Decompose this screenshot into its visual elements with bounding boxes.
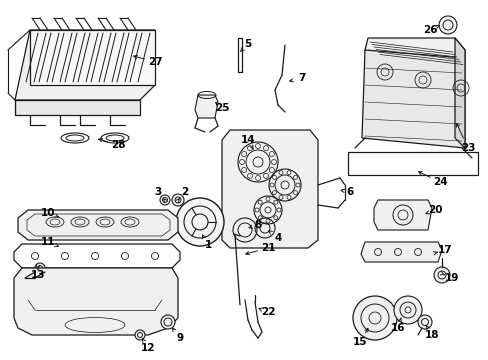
Text: 19: 19 (444, 273, 458, 283)
Text: 13: 13 (31, 270, 45, 280)
Circle shape (393, 296, 421, 324)
Circle shape (160, 195, 170, 205)
Text: 14: 14 (240, 135, 255, 145)
Text: 25: 25 (214, 103, 229, 113)
Polygon shape (15, 100, 140, 115)
Text: 20: 20 (427, 205, 441, 215)
Text: 17: 17 (437, 245, 451, 255)
Text: 26: 26 (422, 25, 436, 35)
Polygon shape (14, 268, 178, 335)
Polygon shape (195, 95, 218, 118)
Polygon shape (373, 200, 431, 230)
Text: 3: 3 (154, 187, 162, 197)
Text: 7: 7 (298, 73, 305, 83)
Text: 9: 9 (176, 333, 183, 343)
Circle shape (433, 267, 449, 283)
Polygon shape (30, 30, 155, 85)
Text: 11: 11 (41, 237, 55, 247)
Text: 18: 18 (424, 330, 438, 340)
Circle shape (176, 198, 224, 246)
Polygon shape (454, 38, 464, 148)
Text: 27: 27 (147, 57, 162, 67)
Text: 4: 4 (274, 233, 281, 243)
Circle shape (172, 194, 183, 206)
Polygon shape (15, 30, 155, 100)
Polygon shape (222, 130, 317, 248)
Text: 21: 21 (260, 243, 275, 253)
Text: 2: 2 (181, 187, 188, 197)
Text: 12: 12 (141, 343, 155, 353)
Text: 6: 6 (346, 187, 353, 197)
Polygon shape (364, 38, 464, 58)
Text: 5: 5 (244, 39, 251, 49)
Circle shape (438, 16, 456, 34)
Text: 16: 16 (390, 323, 405, 333)
Text: 8: 8 (254, 220, 261, 230)
Polygon shape (18, 210, 178, 240)
Circle shape (352, 296, 396, 340)
Text: 22: 22 (260, 307, 275, 317)
Text: 1: 1 (204, 240, 211, 250)
Text: 24: 24 (432, 177, 447, 187)
Text: 15: 15 (352, 337, 366, 347)
Polygon shape (361, 50, 464, 148)
Circle shape (161, 315, 175, 329)
Circle shape (35, 263, 45, 273)
Text: 28: 28 (110, 140, 125, 150)
Circle shape (417, 315, 431, 329)
Circle shape (135, 330, 145, 340)
Polygon shape (360, 242, 441, 262)
Text: 23: 23 (460, 143, 474, 153)
Text: 10: 10 (41, 208, 55, 218)
